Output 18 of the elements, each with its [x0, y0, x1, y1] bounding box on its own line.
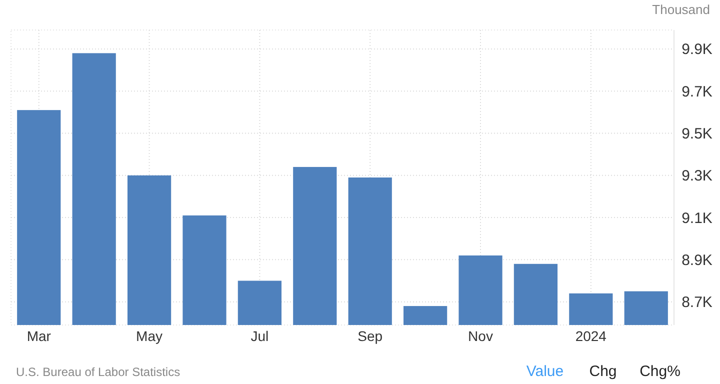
x-tick-label: May: [136, 328, 163, 344]
text: U.S. Bureau of Labor Statistics: [16, 365, 180, 379]
x-tick-label: Mar: [26, 328, 52, 344]
x-tick-label: 2024: [575, 328, 607, 344]
x-tick-label: Sep: [358, 328, 383, 344]
x-tick-label: Jul: [250, 328, 269, 344]
y-tick-label: 9.5K: [682, 126, 712, 142]
text: Value: [526, 363, 564, 380]
x-tick-label: Nov: [468, 328, 493, 344]
y-tick-label: 9.7K: [682, 83, 712, 100]
text: Chg: [589, 363, 617, 380]
y-tick-label: 8.7K: [682, 294, 712, 312]
y-axis-title: Thousand: [652, 2, 710, 17]
y-tick-label: 8.9K: [682, 252, 712, 269]
y-tick-label: 9.1K: [682, 210, 712, 227]
y-tick-label: 9.3K: [682, 168, 712, 185]
y-tick-label: 9.9K: [682, 41, 712, 58]
text: Chg%: [640, 363, 680, 380]
